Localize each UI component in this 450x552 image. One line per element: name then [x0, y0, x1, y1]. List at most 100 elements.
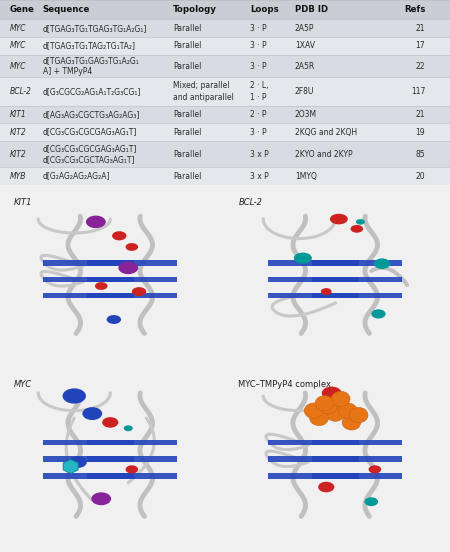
Text: 3 x P: 3 x P	[250, 150, 269, 158]
Text: 1MYQ: 1MYQ	[295, 172, 317, 181]
Text: KIT2: KIT2	[10, 150, 27, 158]
Text: 117: 117	[411, 87, 425, 96]
Bar	[87, 261, 177, 266]
Ellipse shape	[82, 407, 102, 420]
Text: 2KYO and 2KYP: 2KYO and 2KYP	[295, 150, 352, 158]
Bar	[0, 123, 450, 141]
Text: 17: 17	[416, 41, 425, 50]
Text: 2 · P: 2 · P	[250, 110, 266, 119]
Bar	[87, 457, 177, 462]
Circle shape	[331, 391, 350, 407]
Bar	[312, 457, 402, 462]
Bar	[0, 77, 450, 105]
Circle shape	[304, 403, 323, 418]
Ellipse shape	[294, 252, 312, 264]
Ellipse shape	[69, 456, 87, 468]
Text: MYC: MYC	[10, 24, 27, 33]
Ellipse shape	[364, 497, 378, 506]
Text: A] + TMPyP4: A] + TMPyP4	[43, 67, 92, 76]
Bar	[87, 277, 177, 282]
Ellipse shape	[374, 258, 390, 269]
Text: 3 x P: 3 x P	[250, 172, 269, 181]
Circle shape	[349, 407, 368, 423]
Bar	[0, 105, 450, 123]
Bar	[312, 293, 402, 298]
Text: d[TGAG₃TG₁TGAG₃TG₁A₂G₁]: d[TGAG₃TG₁TGAG₃TG₁A₂G₁]	[43, 24, 147, 33]
Bar	[0, 19, 450, 37]
Bar	[0, 37, 450, 55]
Ellipse shape	[126, 465, 138, 474]
Ellipse shape	[63, 389, 86, 404]
Ellipse shape	[369, 465, 381, 474]
Bar	[312, 261, 402, 266]
Ellipse shape	[351, 225, 363, 233]
Text: BCL-2: BCL-2	[238, 198, 262, 207]
Text: PDB ID: PDB ID	[295, 5, 328, 14]
Ellipse shape	[86, 216, 106, 228]
Ellipse shape	[356, 219, 365, 225]
Ellipse shape	[330, 214, 348, 224]
Circle shape	[310, 410, 328, 426]
Bar	[87, 474, 177, 479]
Text: 19: 19	[416, 128, 425, 136]
Text: 22: 22	[416, 61, 425, 71]
Text: Parallel: Parallel	[173, 150, 202, 158]
Ellipse shape	[107, 315, 121, 324]
Bar	[268, 293, 359, 298]
Bar	[0, 141, 450, 167]
Text: 2O3M: 2O3M	[295, 110, 317, 119]
Text: Mixed; parallel: Mixed; parallel	[173, 81, 230, 90]
Text: 3 · P: 3 · P	[250, 128, 266, 136]
Text: d[TGAG₃TG₁TAG₂TG₁TA₂]: d[TGAG₃TG₁TAG₂TG₁TA₂]	[43, 41, 136, 50]
Circle shape	[342, 415, 361, 430]
Text: BCL-2: BCL-2	[10, 87, 32, 96]
Ellipse shape	[124, 426, 133, 431]
Text: 1XAV: 1XAV	[295, 41, 315, 50]
Ellipse shape	[322, 386, 342, 400]
Bar	[268, 439, 359, 445]
Bar	[87, 439, 177, 445]
Text: d[G₂AG₂AG₂AG₂A]: d[G₂AG₂AG₂AG₂A]	[43, 172, 110, 181]
Bar	[43, 293, 134, 298]
Ellipse shape	[132, 287, 146, 296]
Circle shape	[315, 396, 334, 411]
Text: KIT1: KIT1	[14, 198, 32, 207]
Ellipse shape	[126, 243, 138, 251]
Bar	[0, 55, 450, 77]
Text: Refs: Refs	[404, 5, 425, 14]
Text: d[TGAG₃TG₁GAG₃TG₁A₂G₁: d[TGAG₃TG₁GAG₃TG₁A₂G₁	[43, 56, 140, 66]
Text: 2A5P: 2A5P	[295, 24, 314, 33]
Text: 2 · L,: 2 · L,	[250, 81, 268, 90]
Bar	[268, 261, 359, 266]
Bar	[43, 474, 134, 479]
Text: d[CG₃CG₃CGCGAG₃AG₁T]: d[CG₃CG₃CGCGAG₃AG₁T]	[43, 128, 137, 136]
Text: MYB: MYB	[10, 172, 27, 181]
Text: Parallel: Parallel	[173, 41, 202, 50]
Text: 21: 21	[416, 110, 425, 119]
Text: MYC–TMPyP4 complex: MYC–TMPyP4 complex	[238, 380, 332, 389]
Text: 20: 20	[416, 172, 425, 181]
Bar	[312, 439, 402, 445]
Text: MYC: MYC	[14, 380, 32, 389]
Text: Topology: Topology	[173, 5, 217, 14]
Text: Loops: Loops	[250, 5, 279, 14]
Bar	[43, 457, 134, 462]
Ellipse shape	[318, 482, 334, 492]
Bar	[268, 474, 359, 479]
Text: d[AG₃AG₃CGCTG₃AG₂AG₃]: d[AG₃AG₃CGCTG₃AG₂AG₃]	[43, 110, 140, 119]
Text: 2A5R: 2A5R	[295, 61, 315, 71]
Ellipse shape	[102, 417, 118, 428]
Bar	[43, 439, 134, 445]
Bar	[0, 0, 450, 19]
Ellipse shape	[321, 288, 332, 295]
Text: MYC: MYC	[10, 41, 27, 50]
Text: Parallel: Parallel	[173, 61, 202, 71]
Text: 85: 85	[416, 150, 425, 158]
Text: KIT1: KIT1	[10, 110, 27, 119]
Circle shape	[338, 403, 357, 418]
Bar	[43, 261, 134, 266]
Text: 3 · P: 3 · P	[250, 41, 266, 50]
Text: Parallel: Parallel	[173, 172, 202, 181]
Circle shape	[319, 399, 338, 414]
Bar	[87, 293, 177, 298]
